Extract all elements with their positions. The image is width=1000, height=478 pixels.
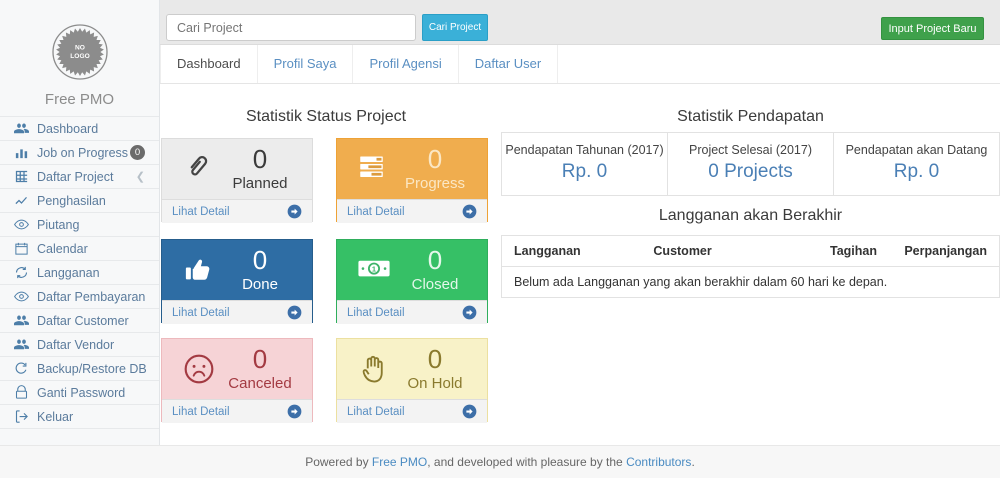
svg-text:NO: NO [75,45,85,52]
svg-text:LOGO: LOGO [70,53,89,60]
svg-text:1: 1 [372,265,376,274]
